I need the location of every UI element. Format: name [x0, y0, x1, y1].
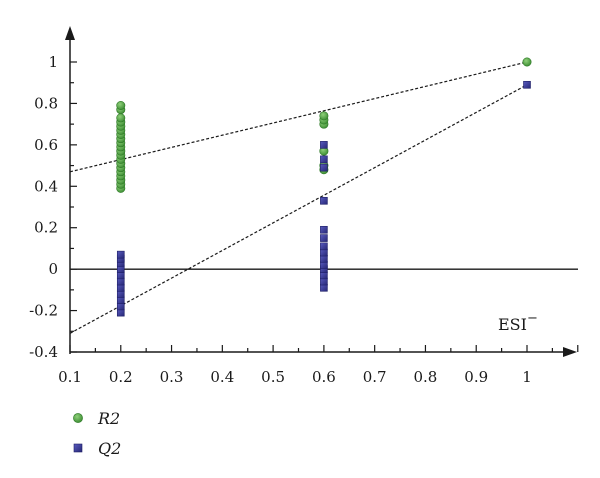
x-tick-label: 0.8 [414, 368, 438, 386]
point-q2 [320, 196, 328, 205]
annotation: ESI− [498, 311, 538, 334]
esi-annotation: ESI− [498, 311, 538, 334]
point-q2 [320, 234, 328, 242]
point-q2 [320, 163, 328, 172]
point-q2 [116, 250, 125, 259]
x-tick-label: 0.6 [312, 368, 336, 386]
x-axis-arrow [563, 347, 577, 357]
y-tick-label: -0.4 [29, 343, 58, 361]
trend-lines [69, 61, 528, 334]
trend-line-r2 [69, 61, 528, 173]
esi-annotation-superscript: − [527, 311, 538, 326]
legend-marker-r2 [73, 413, 83, 423]
x-tick-label: 0.4 [210, 368, 234, 386]
y-tick-label: 0.4 [34, 177, 58, 195]
point-r2 [522, 57, 532, 67]
y-tick-label: 0.6 [34, 136, 58, 154]
legend-marker-q2 [73, 443, 83, 453]
y-axis-arrow [65, 26, 75, 40]
x-tick-label: 0.5 [261, 368, 285, 386]
y-tick-label: -0.2 [29, 302, 58, 320]
y-tick-label: 0.2 [34, 219, 58, 237]
y-tick-label: 1 [48, 53, 58, 71]
point-q2 [320, 141, 328, 149]
x-tick-label: 0.9 [464, 368, 488, 386]
x-tick-label: 0.3 [160, 368, 184, 386]
point-r2 [116, 113, 126, 123]
tick-labels: -0.4 -0.2 0 0.2 0.4 0.6 0.8 1 0.1 0.2 0.3 0.4 0.5 0.6… [29, 53, 532, 386]
y-tick-label: 0 [48, 260, 58, 278]
point-r2 [319, 111, 329, 121]
legend-label-r2: R2 [97, 409, 120, 428]
point-q2 [523, 80, 531, 89]
legend-label-q2: Q2 [98, 439, 121, 458]
point-q2 [320, 225, 328, 234]
x-tick-label: 1 [522, 368, 532, 386]
trend-line-q2 [69, 84, 528, 334]
y-tick-label: 0.8 [34, 94, 58, 112]
esi-annotation-text: ESI [498, 315, 527, 334]
data-points [116, 57, 532, 317]
x-tick-label: 0.7 [363, 368, 387, 386]
point-q2 [320, 155, 328, 164]
axes [65, 26, 579, 357]
legend: R2 Q2 [73, 409, 121, 458]
x-tick-label: 0.2 [109, 368, 133, 386]
x-tick-label: 0.1 [58, 368, 82, 386]
point-r2 [116, 101, 126, 111]
point-q2 [320, 242, 328, 251]
